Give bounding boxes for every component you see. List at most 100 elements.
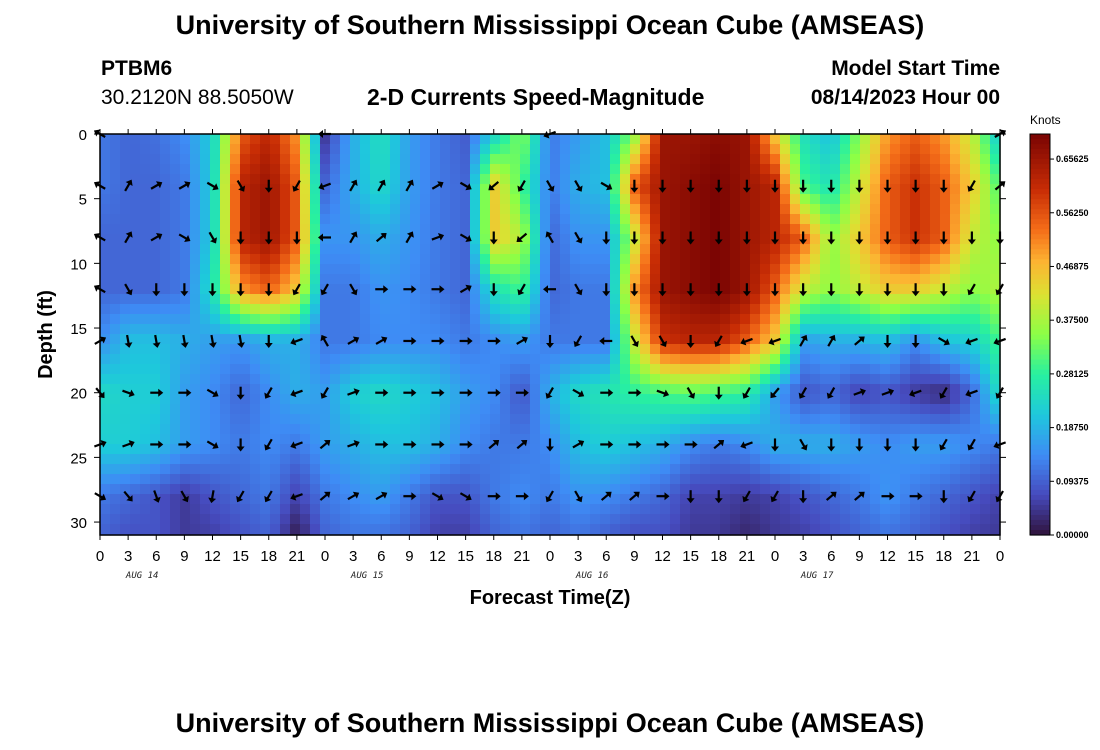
y-tick-label: 10 bbox=[70, 256, 87, 273]
heatmap-cell bbox=[810, 254, 821, 265]
heatmap-cell bbox=[880, 484, 891, 495]
heatmap-cell bbox=[780, 224, 791, 235]
heatmap-cell bbox=[100, 384, 111, 395]
heatmap-cell bbox=[270, 364, 281, 375]
heatmap-cell bbox=[190, 394, 201, 405]
heatmap-cell bbox=[760, 304, 771, 315]
heatmap-cell bbox=[340, 364, 351, 375]
heatmap-cell bbox=[770, 364, 781, 375]
heatmap-cell bbox=[750, 474, 761, 485]
heatmap-cell bbox=[330, 134, 341, 145]
heatmap-cell bbox=[670, 194, 681, 205]
heatmap-cell bbox=[850, 224, 861, 235]
heatmap-cell bbox=[150, 204, 161, 215]
heatmap-cell bbox=[300, 274, 311, 285]
heatmap-cell bbox=[170, 384, 181, 395]
current-vector-arrow bbox=[656, 440, 670, 449]
heatmap-cell bbox=[450, 354, 461, 365]
heatmap-cell bbox=[210, 354, 221, 365]
heatmap-cell bbox=[460, 494, 471, 505]
heatmap-cell bbox=[680, 464, 691, 475]
heatmap-cell bbox=[360, 444, 371, 455]
colorbar-swatch bbox=[1030, 194, 1050, 200]
heatmap-cell bbox=[850, 314, 861, 325]
heatmap-cell bbox=[530, 234, 541, 245]
heatmap-cell bbox=[740, 394, 751, 405]
heatmap-cell bbox=[460, 234, 471, 245]
heatmap-cell bbox=[520, 184, 531, 195]
heatmap-cell bbox=[500, 384, 511, 395]
heatmap-cell bbox=[130, 274, 141, 285]
heatmap-cell bbox=[850, 254, 861, 265]
heatmap-cell bbox=[620, 444, 631, 455]
heatmap-cell bbox=[530, 424, 541, 435]
colorbar-swatch bbox=[1030, 484, 1050, 491]
heatmap-cell bbox=[250, 364, 261, 375]
heatmap-cell bbox=[420, 514, 431, 525]
heatmap-cell bbox=[170, 334, 181, 345]
heatmap-cell bbox=[120, 264, 131, 275]
heatmap-cell bbox=[780, 514, 791, 525]
heatmap-cell bbox=[790, 354, 801, 365]
x-tick-label: 12 bbox=[204, 548, 221, 565]
heatmap-cell bbox=[180, 484, 191, 495]
heatmap-cell bbox=[120, 374, 131, 385]
heatmap-cell bbox=[250, 134, 261, 145]
heatmap-cell bbox=[590, 144, 601, 155]
heatmap-cell bbox=[780, 164, 791, 175]
heatmap-cell bbox=[710, 444, 721, 455]
heatmap-cell bbox=[120, 414, 131, 425]
heatmap-cell bbox=[940, 474, 951, 485]
heatmap-cell bbox=[350, 364, 361, 375]
heatmap-cell bbox=[770, 474, 781, 485]
heatmap-cell bbox=[760, 334, 771, 345]
heatmap-cell bbox=[910, 524, 921, 535]
heatmap-cell bbox=[620, 434, 631, 445]
heatmap-cell bbox=[220, 234, 231, 245]
current-vector-arrow bbox=[208, 490, 217, 504]
heatmap-cell bbox=[540, 174, 551, 185]
heatmap-cell bbox=[660, 404, 671, 415]
current-vector-arrow bbox=[431, 285, 445, 294]
heatmap-cell bbox=[900, 514, 911, 525]
heatmap-cell bbox=[360, 204, 371, 215]
heatmap-cell bbox=[470, 314, 481, 325]
heatmap-cell bbox=[490, 384, 501, 395]
heatmap-cell bbox=[860, 374, 871, 385]
heatmap-cell bbox=[960, 264, 971, 275]
heatmap-cell bbox=[960, 304, 971, 315]
heatmap-cell bbox=[480, 354, 491, 365]
heatmap-cell bbox=[310, 204, 321, 215]
heatmap-cell bbox=[310, 134, 321, 145]
heatmap-cell bbox=[240, 404, 251, 415]
heatmap-cell bbox=[380, 424, 391, 435]
heatmap-cell bbox=[670, 294, 681, 305]
heatmap-cell bbox=[680, 334, 691, 345]
heatmap-cell bbox=[360, 324, 371, 335]
current-vector-arrow bbox=[236, 231, 245, 245]
heatmap-cell bbox=[980, 524, 991, 535]
heatmap-cell bbox=[740, 254, 751, 265]
heatmap-cell bbox=[390, 224, 401, 235]
heatmap-cell bbox=[890, 414, 901, 425]
heatmap-cell bbox=[990, 374, 1001, 385]
heatmap-cell bbox=[740, 234, 751, 245]
heatmap-cell bbox=[980, 324, 991, 335]
heatmap-cell bbox=[380, 514, 391, 525]
heatmap-cell bbox=[290, 404, 301, 415]
heatmap-cell bbox=[520, 254, 531, 265]
heatmap-cell bbox=[650, 384, 661, 395]
heatmap-cell bbox=[840, 374, 851, 385]
heatmap-cell bbox=[480, 344, 491, 355]
heatmap-cell bbox=[710, 134, 721, 145]
heatmap-cell bbox=[500, 504, 511, 515]
heatmap-cell bbox=[970, 244, 981, 255]
heatmap-cell bbox=[850, 434, 861, 445]
current-vector-arrow bbox=[853, 388, 866, 396]
heatmap-cell bbox=[260, 514, 271, 525]
heatmap-cell bbox=[470, 234, 481, 245]
heatmap-cell bbox=[240, 434, 251, 445]
current-vector-arrow bbox=[771, 179, 779, 193]
colorbar-swatch bbox=[1030, 434, 1050, 441]
heatmap-cell bbox=[810, 524, 821, 535]
